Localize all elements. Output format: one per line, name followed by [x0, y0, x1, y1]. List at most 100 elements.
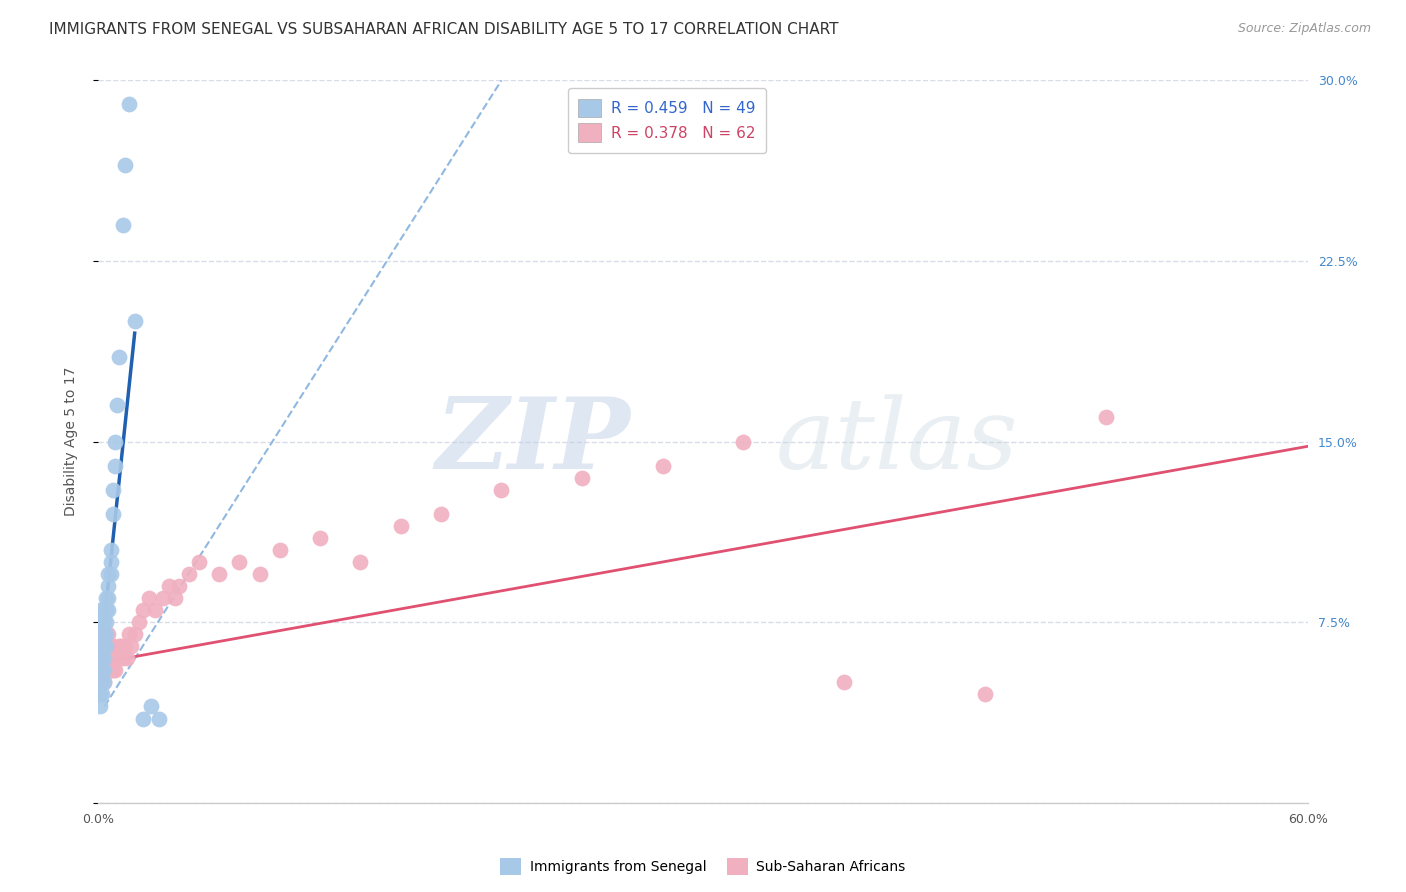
Point [89, 639, 111, 653]
Point [114, 157, 136, 171]
Point [97, 639, 120, 653]
Point [118, 627, 141, 641]
Point [111, 218, 134, 232]
Point [97, 591, 120, 605]
Point [124, 314, 146, 328]
Point [93, 639, 115, 653]
Point [96, 639, 118, 653]
Text: atlas: atlas [776, 394, 1018, 489]
Point [100, 542, 122, 557]
Point [91, 651, 114, 665]
Point [100, 639, 122, 653]
Point [139, 699, 162, 714]
Point [93, 639, 115, 653]
Point [143, 603, 166, 617]
Point [93, 651, 115, 665]
Point [101, 639, 124, 653]
Point [91, 687, 114, 701]
Point [96, 591, 118, 605]
Point [89, 651, 111, 665]
Point [309, 531, 332, 545]
Y-axis label: Disability Age 5 to 17: Disability Age 5 to 17 [63, 367, 77, 516]
Point [91, 675, 114, 690]
Point [91, 627, 114, 641]
Point [97, 579, 120, 593]
Point [97, 567, 120, 582]
Point [389, 518, 412, 533]
Point [91, 664, 114, 678]
Point [228, 555, 250, 569]
Point [571, 470, 593, 484]
Point [103, 651, 125, 665]
Point [103, 434, 125, 449]
Point [733, 434, 755, 449]
Point [110, 639, 132, 653]
Point [93, 675, 115, 690]
Point [1095, 410, 1118, 425]
Point [93, 627, 115, 641]
Point [208, 567, 231, 582]
Legend: R = 0.459   N = 49, R = 0.378   N = 62: R = 0.459 N = 49, R = 0.378 N = 62 [568, 88, 766, 153]
Point [105, 398, 128, 412]
Point [105, 651, 128, 665]
Point [97, 627, 120, 641]
Point [100, 651, 122, 665]
Point [96, 603, 118, 617]
Point [97, 651, 120, 665]
Point [157, 579, 180, 593]
Point [93, 675, 115, 690]
Point [96, 615, 118, 630]
Point [93, 615, 115, 630]
Point [89, 627, 111, 641]
Point [349, 555, 371, 569]
Point [124, 627, 146, 641]
Point [974, 687, 997, 701]
Point [93, 651, 115, 665]
Point [96, 639, 118, 653]
Point [132, 603, 155, 617]
Point [167, 579, 190, 593]
Point [107, 350, 129, 364]
Point [249, 567, 271, 582]
Point [91, 651, 114, 665]
Point [107, 651, 129, 665]
Point [101, 483, 124, 497]
Point [188, 555, 211, 569]
Point [93, 603, 115, 617]
Point [100, 567, 122, 582]
Point [91, 615, 114, 630]
Point [89, 651, 111, 665]
Point [89, 603, 111, 617]
Point [101, 507, 124, 521]
Point [152, 591, 174, 605]
Point [103, 458, 125, 473]
Point [93, 664, 115, 678]
Point [179, 567, 201, 582]
Point [89, 687, 111, 701]
Point [97, 603, 120, 617]
Point [100, 664, 122, 678]
Point [120, 639, 142, 653]
Point [101, 664, 124, 678]
Text: Source: ZipAtlas.com: Source: ZipAtlas.com [1237, 22, 1371, 36]
Point [91, 627, 114, 641]
Point [128, 615, 150, 630]
Point [89, 664, 111, 678]
Point [91, 639, 114, 653]
Point [115, 651, 138, 665]
Point [114, 639, 136, 653]
Text: IMMIGRANTS FROM SENEGAL VS SUBSAHARAN AFRICAN DISABILITY AGE 5 TO 17 CORRELATION: IMMIGRANTS FROM SENEGAL VS SUBSAHARAN AF… [49, 22, 839, 37]
Text: ZIP: ZIP [436, 393, 630, 490]
Point [91, 639, 114, 653]
Legend: Immigrants from Senegal, Sub-Saharan Africans: Immigrants from Senegal, Sub-Saharan Afr… [495, 853, 911, 880]
Point [91, 664, 114, 678]
Point [148, 712, 170, 726]
Point [97, 664, 120, 678]
Point [96, 651, 118, 665]
Point [89, 639, 111, 653]
Point [430, 507, 453, 521]
Point [89, 675, 111, 690]
Point [103, 664, 125, 678]
Point [96, 627, 118, 641]
Point [89, 699, 111, 714]
